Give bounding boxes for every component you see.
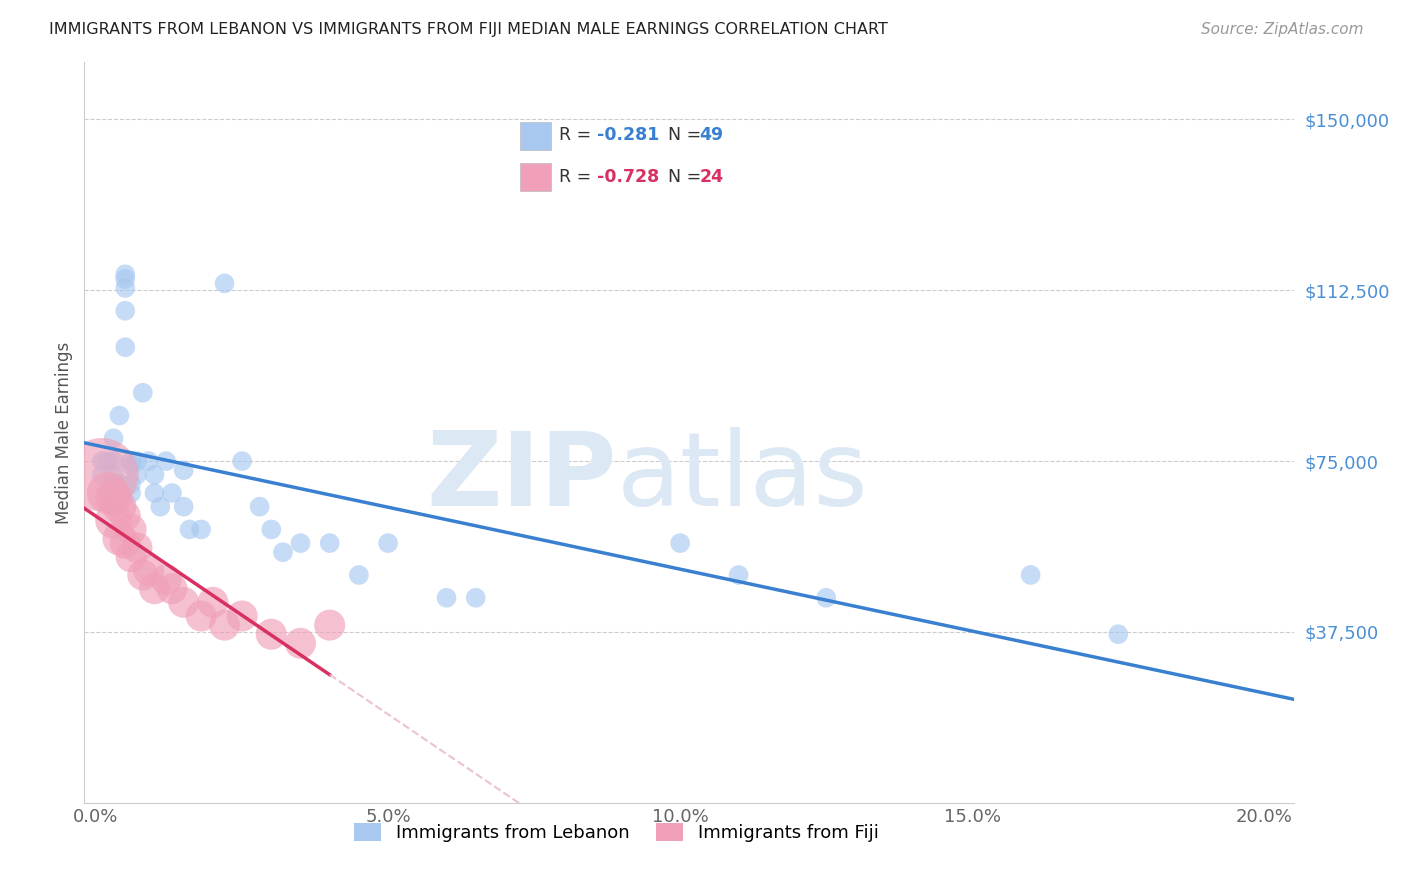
Point — [143, 582, 166, 596]
Point — [179, 523, 201, 537]
FancyBboxPatch shape — [520, 121, 551, 150]
Point — [173, 500, 195, 514]
Point — [436, 591, 458, 605]
Point — [114, 281, 136, 295]
Point — [114, 340, 136, 354]
Point — [143, 486, 166, 500]
Point — [103, 476, 125, 491]
Point — [90, 454, 112, 468]
Point — [143, 467, 166, 482]
Point — [108, 532, 131, 546]
Point — [231, 454, 253, 468]
Point — [125, 454, 148, 468]
Point — [120, 486, 142, 500]
Point — [103, 500, 125, 514]
Point — [214, 277, 236, 291]
Point — [114, 536, 136, 550]
Point — [173, 595, 195, 609]
Point — [97, 454, 120, 468]
Point — [149, 500, 172, 514]
Text: N =: N = — [668, 168, 706, 186]
Point — [125, 541, 148, 555]
Point — [260, 627, 283, 641]
Point — [214, 618, 236, 632]
Text: N =: N = — [668, 127, 706, 145]
Point — [120, 454, 142, 468]
Point — [1019, 568, 1042, 582]
Point — [120, 458, 142, 473]
Text: ZIP: ZIP — [426, 426, 616, 527]
Point — [97, 486, 120, 500]
Point — [201, 595, 224, 609]
Point — [90, 467, 112, 482]
Point — [160, 582, 183, 596]
Point — [190, 523, 212, 537]
Text: atlas: atlas — [616, 426, 868, 527]
Text: -0.728: -0.728 — [598, 168, 659, 186]
Point — [318, 536, 340, 550]
Point — [464, 591, 486, 605]
Point — [108, 500, 131, 514]
Point — [114, 508, 136, 523]
Point — [138, 454, 160, 468]
Legend: Immigrants from Lebanon, Immigrants from Fiji: Immigrants from Lebanon, Immigrants from… — [347, 815, 886, 849]
Point — [103, 513, 125, 527]
Point — [90, 467, 112, 482]
Point — [103, 431, 125, 445]
Point — [132, 385, 155, 400]
Point — [114, 303, 136, 318]
Point — [155, 454, 177, 468]
Point — [120, 523, 142, 537]
Point — [249, 500, 271, 514]
Point — [114, 272, 136, 286]
Point — [114, 268, 136, 282]
Text: IMMIGRANTS FROM LEBANON VS IMMIGRANTS FROM FIJI MEDIAN MALE EARNINGS CORRELATION: IMMIGRANTS FROM LEBANON VS IMMIGRANTS FR… — [49, 22, 889, 37]
Text: 24: 24 — [700, 168, 724, 186]
Point — [125, 467, 148, 482]
Y-axis label: Median Male Earnings: Median Male Earnings — [55, 342, 73, 524]
Point — [271, 545, 294, 559]
Point — [108, 476, 131, 491]
Text: Source: ZipAtlas.com: Source: ZipAtlas.com — [1201, 22, 1364, 37]
Point — [377, 536, 399, 550]
Point — [290, 636, 312, 650]
Point — [108, 409, 131, 423]
Point — [290, 536, 312, 550]
Point — [727, 568, 749, 582]
Point — [103, 491, 125, 505]
Point — [231, 609, 253, 624]
Point — [260, 523, 283, 537]
Point — [97, 486, 120, 500]
Text: -0.281: -0.281 — [598, 127, 659, 145]
Text: R =: R = — [560, 127, 598, 145]
Point — [669, 536, 692, 550]
Point — [138, 564, 160, 578]
Point — [120, 549, 142, 564]
Point — [155, 573, 177, 587]
Text: 49: 49 — [700, 127, 724, 145]
Point — [103, 467, 125, 482]
Point — [132, 568, 155, 582]
Point — [160, 486, 183, 500]
Point — [1107, 627, 1129, 641]
Point — [173, 463, 195, 477]
Point — [120, 476, 142, 491]
Text: R =: R = — [560, 168, 598, 186]
Point — [190, 609, 212, 624]
Point — [103, 454, 125, 468]
Point — [347, 568, 370, 582]
Point — [815, 591, 838, 605]
Point — [318, 618, 340, 632]
FancyBboxPatch shape — [520, 163, 551, 191]
